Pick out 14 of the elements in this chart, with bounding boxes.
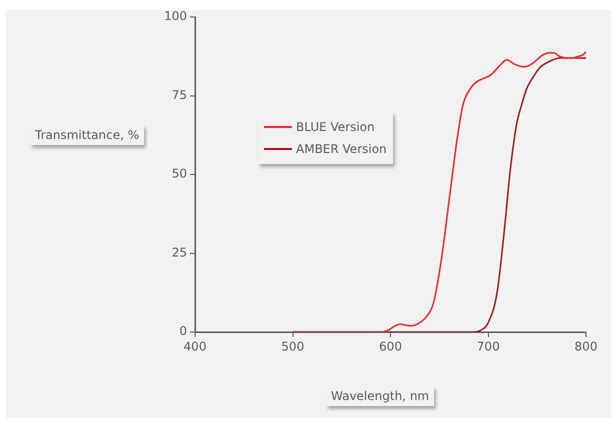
x-axis-title: Wavelength, nm: [326, 386, 434, 406]
y-tick-label: 100: [164, 9, 187, 24]
legend-label: AMBER Version: [296, 142, 387, 156]
legend-label: BLUE Version: [296, 120, 375, 134]
x-tick-label: 800: [574, 339, 598, 354]
y-tick-label: 75: [172, 88, 187, 102]
y-tick-label: 50: [172, 166, 187, 181]
y-tick-label: 25: [172, 245, 187, 260]
y-tick-label: 0: [179, 324, 187, 338]
x-tick-label: 600: [379, 339, 402, 354]
y-axis-title: Transmittance, %: [30, 125, 144, 145]
x-tick-label: 500: [281, 339, 304, 354]
x-tick-label: 400: [184, 339, 206, 354]
x-tick-label: 700: [476, 339, 500, 354]
